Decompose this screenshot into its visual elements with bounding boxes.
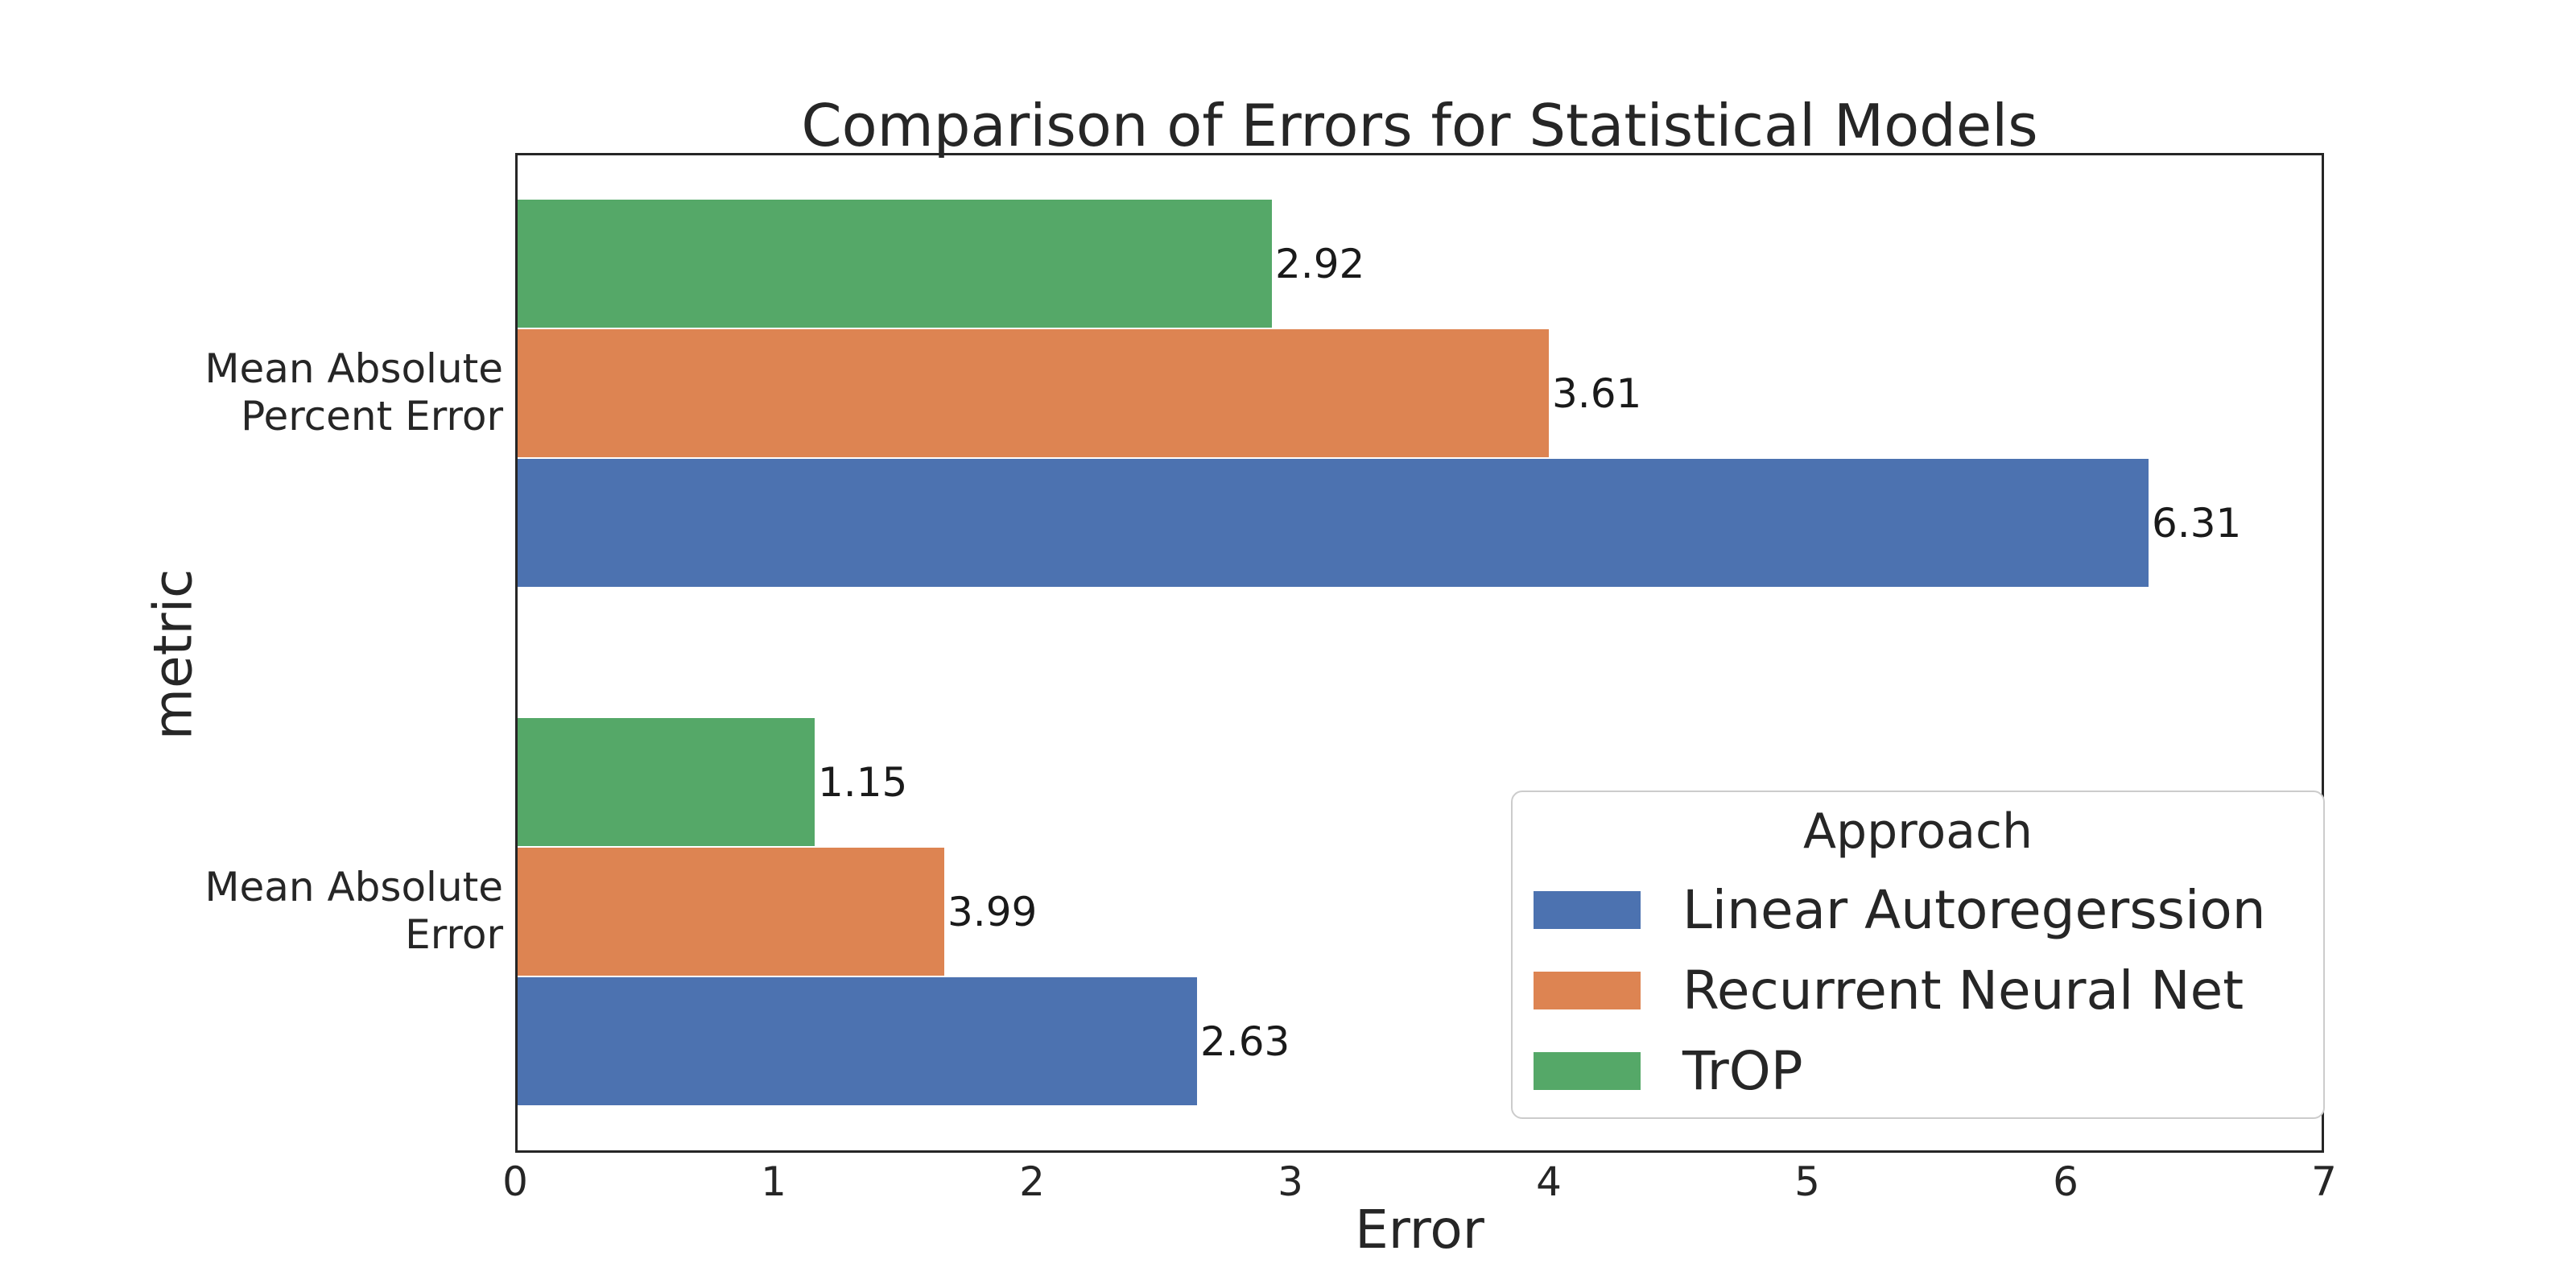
y-category-label-line: Percent Error — [241, 393, 503, 440]
bar-value-label: 2.92 — [1275, 240, 1365, 287]
x-tick-5: 5 — [1794, 1158, 1820, 1205]
bar-trop-mape — [518, 200, 1272, 328]
legend-swatch-orange — [1534, 971, 1641, 1009]
x-axis-label: Error — [1355, 1199, 1484, 1261]
bar-rnn-mape — [518, 329, 1549, 457]
bar-trop-mae — [518, 718, 815, 846]
x-tick-0: 0 — [502, 1158, 528, 1205]
x-tick-7: 7 — [2311, 1158, 2337, 1205]
x-tick-1: 1 — [761, 1158, 786, 1205]
legend-swatch-blue — [1534, 890, 1641, 929]
legend-entry-linear-autoregression: Linear Autoregerssion — [1513, 869, 2323, 950]
y-category-label-mape: Mean Absolute Percent Error — [145, 345, 503, 440]
x-tick-6: 6 — [2053, 1158, 2079, 1205]
legend-label: Recurrent Neural Net — [1682, 959, 2244, 1022]
bar-rnn-mae — [518, 848, 944, 976]
legend-entry-trop: TrOP — [1513, 1030, 2323, 1111]
bar-linear-autoregression-mae — [518, 977, 1197, 1105]
bar-linear-autoregression-mape — [518, 459, 2149, 587]
bar-value-label: 3.99 — [947, 888, 1038, 935]
x-tick-4: 4 — [1536, 1158, 1562, 1205]
chart-title: Comparison of Errors for Statistical Mod… — [801, 92, 2038, 159]
legend-title: Approach — [1802, 803, 2033, 860]
bar-value-label: 1.15 — [818, 758, 908, 806]
y-category-label-line: Error — [405, 911, 503, 958]
plot-area: 2.92 3.61 6.31 1.15 3.99 2.63 — [515, 153, 2324, 1153]
y-category-label-line: Mean Absolute — [204, 864, 503, 910]
legend-entry-recurrent-neural-net: Recurrent Neural Net — [1513, 950, 2323, 1030]
y-axis-label: metric — [142, 568, 204, 741]
legend-swatch-green — [1534, 1051, 1641, 1090]
legend-rows: Linear Autoregerssion Recurrent Neural N… — [1513, 869, 2323, 1111]
y-category-label-line: Mean Absolute — [204, 345, 503, 392]
legend-label: Linear Autoregerssion — [1682, 878, 2266, 941]
x-tick-2: 2 — [1019, 1158, 1045, 1205]
bar-value-label: 2.63 — [1200, 1018, 1290, 1065]
legend: Approach Linear Autoregerssion Recurrent… — [1511, 791, 2325, 1119]
bar-value-label: 6.31 — [2152, 499, 2242, 547]
bar-value-label: 3.61 — [1552, 369, 1642, 417]
x-tick-3: 3 — [1278, 1158, 1303, 1205]
y-category-label-mae: Mean Absolute Error — [145, 864, 503, 959]
legend-label: TrOP — [1682, 1039, 1803, 1102]
